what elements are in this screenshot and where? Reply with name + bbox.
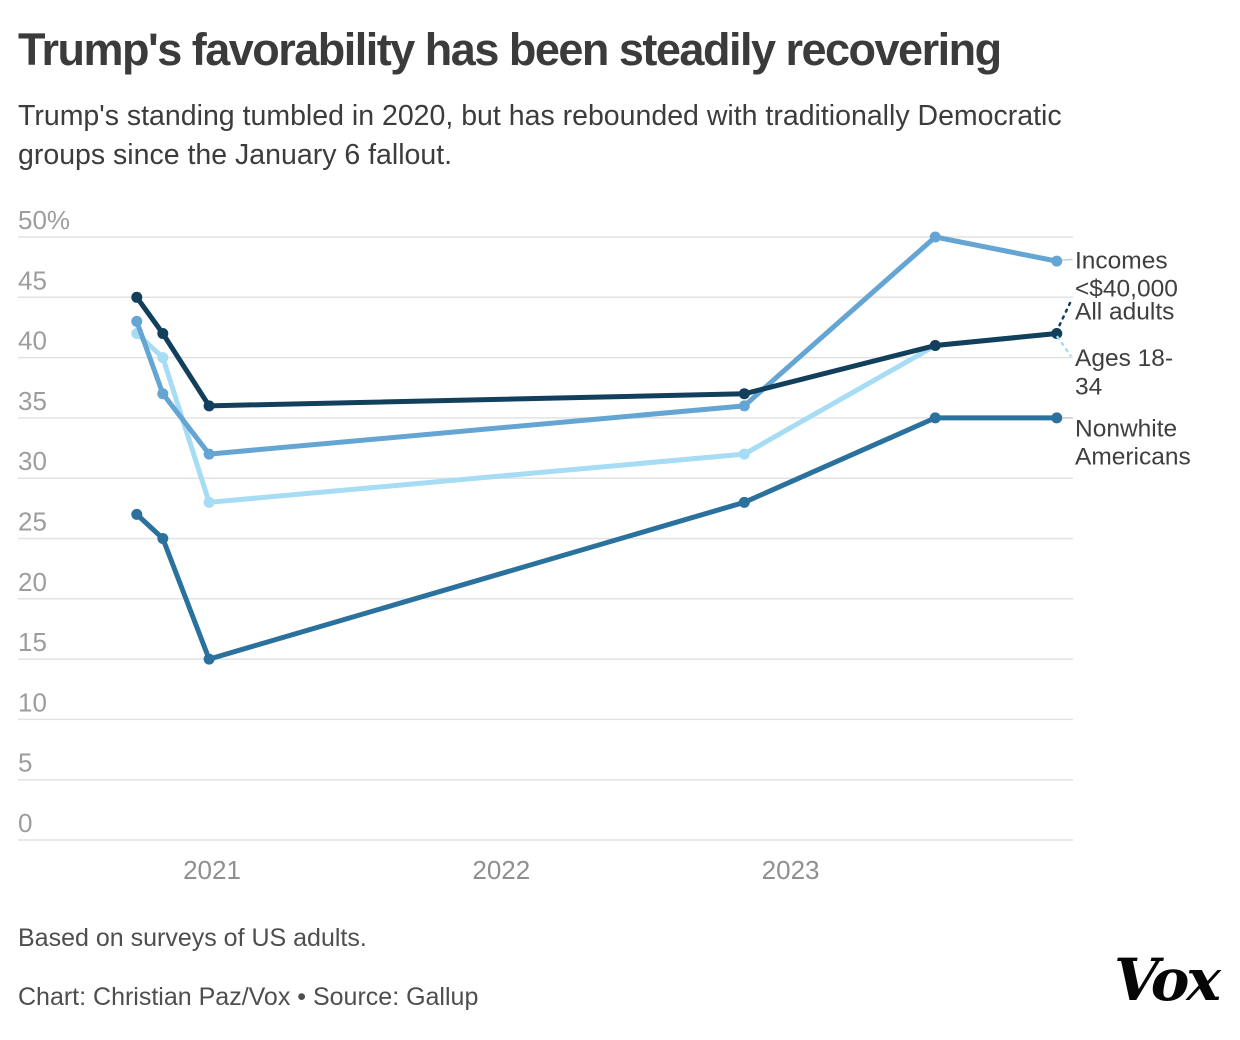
y-tick-label-15: 15	[18, 627, 47, 657]
point-ages-18-34-2	[203, 496, 215, 508]
y-tick-label-30: 30	[18, 446, 47, 476]
series-label-incomes-40-000-line-1: <$40,000	[1075, 276, 1178, 303]
chart-credit: Chart: Christian Paz/Vox • Source: Gallu…	[18, 983, 479, 1011]
y-tick-label-25: 25	[18, 507, 47, 537]
x-tick-label-2023: 2023	[762, 855, 820, 885]
vox-logo: Vox	[1114, 946, 1221, 1014]
point-ages-18-34-1	[157, 352, 169, 364]
favorability-line-chart: 50% 45 40 35 30 25 20 15 10 5 0 2021 2022 2023 Ages 18…	[18, 205, 1191, 885]
y-tick-label-40: 40	[18, 326, 47, 356]
point-all-adults-3	[738, 388, 750, 400]
point-nonwhite-americans-0	[131, 508, 143, 520]
y-tick-label-10: 10	[18, 687, 47, 717]
y-tick-label-0: 0	[18, 808, 32, 838]
point-nonwhite-americans-4	[929, 412, 941, 424]
series-label-all-adults-line-0: All adults	[1075, 299, 1174, 326]
point-all-adults-4	[929, 340, 941, 352]
chart-note: Based on surveys of US adults.	[18, 924, 367, 952]
point-all-adults-0	[131, 291, 143, 303]
point-nonwhite-americans-1	[157, 533, 169, 544]
point-all-adults-2	[203, 400, 215, 412]
point-nonwhite-americans-3	[738, 496, 750, 508]
line-all-adults	[134, 294, 1060, 409]
y-tick-label-5: 5	[18, 748, 32, 778]
y-tick-label-45: 45	[18, 265, 47, 295]
point-all-adults-1	[157, 327, 169, 339]
x-tick-label-2021: 2021	[183, 855, 241, 885]
series-label-ages-18-34-line-1: 34	[1075, 374, 1102, 401]
point-incomes-40-000-1	[157, 388, 169, 400]
chart-subtitle: Trump's standing tumbled in 2020, but ha…	[18, 97, 1228, 174]
point-incomes-40-000-2	[203, 448, 215, 460]
y-tick-label-50: 50%	[18, 205, 70, 235]
point-incomes-40-000-0	[131, 315, 143, 327]
chart-subtitle-line-2: groups since the January 6 fallout.	[18, 138, 453, 171]
leader-line-incomes-40-000	[1062, 258, 1073, 261]
series-label-nonwhite-americans-line-0: Nonwhite	[1075, 416, 1177, 443]
chart-title: Trump's favorability has been steadily r…	[18, 24, 1002, 75]
point-all-adults-5	[1051, 327, 1063, 339]
line-nonwhite-americans	[134, 415, 1060, 662]
series-label-nonwhite-americans-line-1: Americans	[1075, 444, 1191, 471]
leader-line-ages-18-34	[1056, 335, 1072, 357]
point-incomes-40-000-5	[1051, 255, 1063, 267]
leader-line-all-adults	[1056, 301, 1072, 331]
chart-subtitle-line-1: Trump's standing tumbled in 2020, but ha…	[18, 100, 1062, 132]
series-label-ages-18-34-line-0: Ages 18-	[1075, 345, 1173, 372]
series-label-incomes-40-000-line-0: Incomes	[1075, 248, 1168, 275]
point-ages-18-34-3	[738, 448, 750, 460]
y-tick-label-35: 35	[18, 386, 47, 416]
point-incomes-40-000-3	[738, 400, 750, 412]
line-incomes-40-000	[134, 234, 1060, 457]
point-incomes-40-000-4	[929, 231, 941, 243]
x-tick-label-2022: 2022	[472, 855, 530, 885]
y-tick-label-20: 20	[18, 567, 47, 597]
point-nonwhite-americans-2	[203, 653, 215, 665]
point-nonwhite-americans-5	[1051, 412, 1063, 424]
